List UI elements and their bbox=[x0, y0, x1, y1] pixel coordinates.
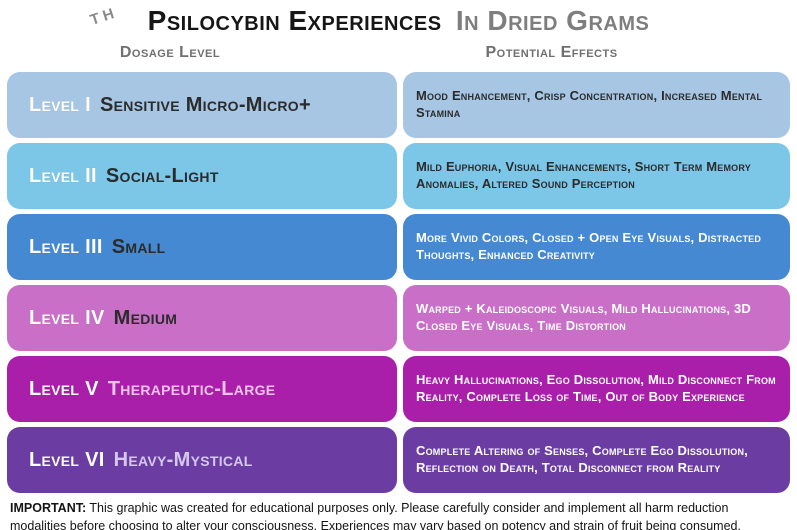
title-main-text: Psilocybin Experiences bbox=[147, 5, 442, 36]
table-row-level-5: Level V Therapeutic-Large Heavy Hallucin… bbox=[7, 356, 790, 422]
level-label: Level III bbox=[29, 235, 103, 258]
column-header-potential-effects: Potential Effects bbox=[485, 44, 618, 61]
table-row-level-2: Level II Social-Light Mild Euphoria, Vis… bbox=[7, 143, 790, 209]
level-name: Medium bbox=[113, 306, 178, 329]
disclaimer-footer: IMPORTANT: This graphic was created for … bbox=[0, 493, 797, 530]
level-pill: Level VI Heavy-Mystical bbox=[7, 427, 397, 493]
level-pill: Level III Small bbox=[7, 214, 397, 280]
column-header-dosage-level: Dosage Level bbox=[119, 44, 221, 61]
table-row-level-4: Level IV Medium Warped + Kaleidoscopic V… bbox=[7, 285, 790, 351]
level-name: Heavy-Mystical bbox=[113, 448, 253, 471]
level-pill: Level I Sensitive Micro-Micro+ bbox=[7, 72, 397, 138]
column-headers: Dosage Level Potential Effects bbox=[0, 44, 797, 70]
level-label: Level V bbox=[29, 377, 99, 400]
effects-pill: Complete Altering of Senses, Complete Eg… bbox=[403, 427, 790, 493]
level-name: Sensitive Micro-Micro+ bbox=[100, 93, 311, 116]
level-label: Level I bbox=[29, 93, 91, 116]
effects-text: More Vivid Colors, Closed + Open Eye Vis… bbox=[416, 230, 762, 262]
level-name: Small bbox=[111, 235, 166, 258]
dosage-table: Level I Sensitive Micro-Micro+ Mood Enha… bbox=[0, 70, 797, 493]
level-label: Level II bbox=[29, 164, 97, 187]
disclaimer-text: This graphic was created for educational… bbox=[10, 501, 741, 530]
table-row-level-3: Level III Small More Vivid Colors, Close… bbox=[7, 214, 790, 280]
effects-pill: Mood Enhancement, Crisp Concentration, I… bbox=[403, 72, 790, 138]
effects-pill: Warped + Kaleidoscopic Visuals, Mild Hal… bbox=[403, 285, 790, 351]
effects-pill: Mild Euphoria, Visual Enhancements, Shor… bbox=[403, 143, 790, 209]
effects-text: Mood Enhancement, Crisp Concentration, I… bbox=[416, 88, 763, 120]
effects-text: Mild Euphoria, Visual Enhancements, Shor… bbox=[416, 159, 751, 191]
level-name: Therapeutic-Large bbox=[107, 377, 276, 400]
effects-text: Heavy Hallucinations, Ego Dissolution, M… bbox=[416, 372, 776, 404]
effects-pill: More Vivid Colors, Closed + Open Eye Vis… bbox=[403, 214, 790, 280]
table-row-level-6: Level VI Heavy-Mystical Complete Alterin… bbox=[7, 427, 790, 493]
table-row-level-1: Level I Sensitive Micro-Micro+ Mood Enha… bbox=[7, 72, 790, 138]
level-name: Social-Light bbox=[105, 164, 219, 187]
effects-text: Warped + Kaleidoscopic Visuals, Mild Hal… bbox=[416, 301, 751, 333]
level-label: Level IV bbox=[29, 306, 105, 329]
header: TH Psilocybin Experiences In Dried Grams bbox=[0, 0, 797, 44]
effects-pill: Heavy Hallucinations, Ego Dissolution, M… bbox=[403, 356, 790, 422]
effects-text: Complete Altering of Senses, Complete Eg… bbox=[416, 443, 748, 475]
title-secondary-text: In Dried Grams bbox=[455, 5, 650, 36]
level-pill: Level V Therapeutic-Large bbox=[7, 356, 397, 422]
disclaimer-important-label: IMPORTANT: bbox=[10, 501, 87, 515]
page-title: Psilocybin Experiences In Dried Grams bbox=[0, 0, 797, 37]
level-label: Level VI bbox=[29, 448, 105, 471]
level-pill: Level IV Medium bbox=[7, 285, 397, 351]
level-pill: Level II Social-Light bbox=[7, 143, 397, 209]
